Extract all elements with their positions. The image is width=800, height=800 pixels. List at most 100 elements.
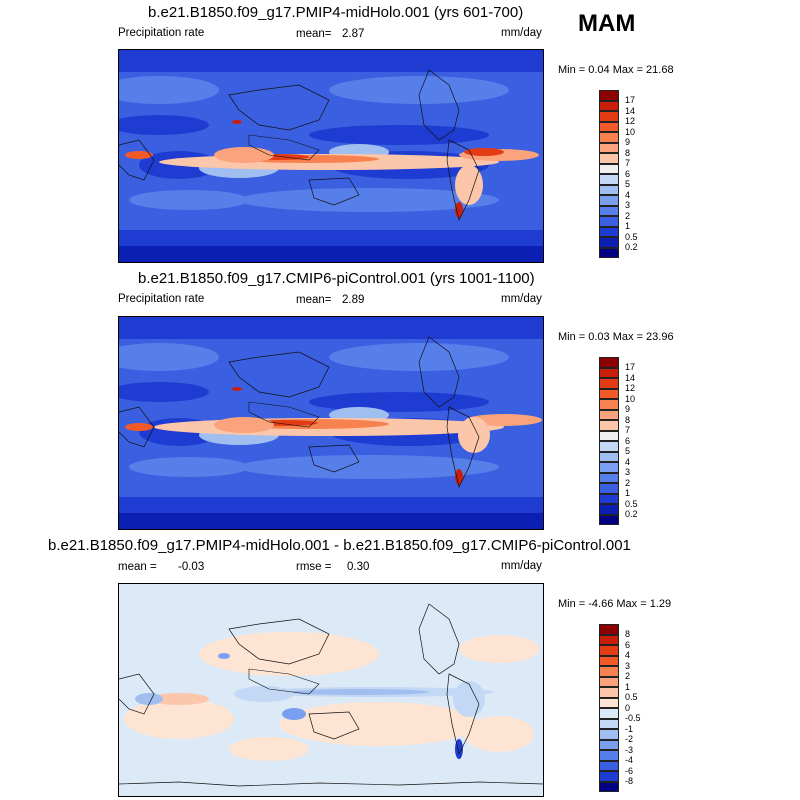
- panel-title: b.e21.B1850.f09_g17.PMIP4-midHolo.001 (y…: [148, 4, 524, 21]
- colorbar-tick-label: 9: [625, 404, 631, 414]
- colorbar-tick-label: 5: [625, 446, 631, 456]
- colorbar-swatch: [599, 153, 619, 164]
- colorbar-tick-label: 0.5: [625, 231, 638, 242]
- colorbar-tick-label: 8: [625, 147, 631, 158]
- units-label: mm/day: [501, 293, 542, 305]
- colorbar-tick-label: -6: [625, 765, 634, 776]
- colorbar-tick-label: 0.5: [625, 692, 638, 702]
- colorbar-tick-label: 0.5: [625, 498, 638, 509]
- colorbar-tick-label: 3: [625, 660, 631, 671]
- colorbar-tick-label: 3: [625, 467, 631, 477]
- colorbar-swatch: [599, 237, 619, 248]
- colorbar-tick-label: 7: [625, 158, 631, 168]
- colorbar-swatch: [599, 729, 619, 740]
- colorbar-swatch: [599, 708, 619, 719]
- colorbar-swatch: [599, 462, 619, 473]
- colorbar-swatch: [599, 357, 619, 368]
- colorbar-swatch: [599, 666, 619, 677]
- colorbar-tick-label: -0.5: [625, 713, 641, 723]
- panel-title: b.e21.B1850.f09_g17.PMIP4-midHolo.001 - …: [48, 537, 631, 554]
- colorbar-tick-label: 2: [625, 671, 631, 681]
- colorbar-tick-label: -3: [625, 744, 634, 755]
- colorbar-tick-label: 6: [625, 435, 631, 446]
- variable-label: Precipitation rate: [118, 293, 205, 305]
- colorbar-tick-label: 10: [625, 393, 636, 404]
- colorbar-swatch: [599, 195, 619, 206]
- colorbar-swatch: [599, 100, 619, 111]
- colorbar-tick-label: 2: [625, 477, 631, 488]
- colorbar-tick-label: 1: [625, 488, 631, 498]
- colorbar-tick-label: -8: [625, 776, 634, 786]
- colorbar-swatch: [599, 226, 619, 237]
- colorbar-swatch: [599, 132, 619, 143]
- colorbar-tick-label: 1: [625, 221, 631, 231]
- colorbar-swatch: [599, 514, 619, 525]
- season-label: MAM: [578, 10, 636, 37]
- mean-label: mean=: [296, 294, 332, 306]
- colorbar-tick-label: 14: [625, 105, 636, 116]
- colorbar-tick-label: 6: [625, 168, 631, 179]
- colorbar-swatch: [599, 420, 619, 431]
- colorbar-swatch: [599, 430, 619, 441]
- colorbar-tick-label: 0: [625, 702, 631, 713]
- colorbar-swatch: [599, 205, 619, 216]
- colorbar-tick-label: -2: [625, 734, 634, 744]
- colorbar-swatch: [599, 634, 619, 645]
- colorbar-swatch: [599, 655, 619, 666]
- min-max-label: Min = -4.66 Max = 1.29: [558, 598, 672, 610]
- colorbar-tick-label: 1: [625, 681, 631, 692]
- colorbar-swatch: [599, 483, 619, 494]
- colorbar-swatch: [599, 493, 619, 504]
- difference-map: [118, 583, 544, 797]
- colorbar-swatch: [599, 111, 619, 122]
- colorbar-tick-label: 12: [625, 383, 636, 393]
- colorbar-tick-label: 7: [625, 425, 631, 435]
- colorbar-swatch: [599, 624, 619, 635]
- colorbar-swatch: [599, 216, 619, 227]
- colorbar-swatch: [599, 378, 619, 389]
- colorbar-tick-label: 10: [625, 126, 636, 137]
- colorbar-swatch: [599, 750, 619, 761]
- rmse-label: rmse =: [296, 561, 332, 573]
- colorbar-tick-label: 14: [625, 372, 636, 383]
- colorbar-swatch: [599, 771, 619, 782]
- variable-label: Precipitation rate: [118, 27, 205, 39]
- units-label: mm/day: [501, 560, 542, 572]
- colorbar-tick-label: 4: [625, 456, 631, 467]
- mean-value: 2.87: [342, 28, 365, 40]
- colorbar-tick-label: 17: [625, 95, 636, 105]
- min-max-label: Min = 0.04 Max = 21.68: [558, 64, 674, 76]
- colorbar-swatch: [599, 760, 619, 771]
- colorbar-swatch: [599, 645, 619, 656]
- colorbar-swatch: [599, 739, 619, 750]
- colorbar-tick-label: 8: [625, 414, 631, 425]
- colorbar-swatch: [599, 174, 619, 185]
- mean-label: mean=: [296, 28, 332, 40]
- rmse-value: 0.30: [347, 561, 370, 573]
- difference-map-field: [119, 584, 543, 796]
- units-label: mm/day: [501, 27, 542, 39]
- precip-map: [118, 316, 544, 530]
- colorbar-tick-label: 9: [625, 137, 631, 147]
- precip-map-field: [119, 317, 543, 529]
- min-max-label: Min = 0.03 Max = 23.96: [558, 331, 674, 343]
- colorbar-swatch: [599, 781, 619, 792]
- colorbar-tick-label: 0.2: [625, 242, 638, 252]
- colorbar-swatch: [599, 121, 619, 132]
- colorbar-swatch: [599, 718, 619, 729]
- colorbar-tick-label: 6: [625, 639, 631, 650]
- colorbar-tick-label: 12: [625, 116, 636, 126]
- precip-map: [118, 49, 544, 263]
- mean-value: -0.03: [178, 561, 205, 573]
- colorbar-tick-label: 3: [625, 200, 631, 210]
- colorbar-tick-label: 8: [625, 629, 631, 639]
- colorbar-swatch: [599, 451, 619, 462]
- colorbar-swatch: [599, 504, 619, 515]
- colorbar-tick-label: 0.2: [625, 509, 638, 519]
- colorbar-tick-label: 4: [625, 189, 631, 200]
- colorbar-swatch: [599, 472, 619, 483]
- colorbar-swatch: [599, 90, 619, 101]
- colorbar-tick-label: -1: [625, 723, 634, 734]
- colorbar-tick-label: 4: [625, 650, 631, 660]
- colorbar-swatch: [599, 687, 619, 698]
